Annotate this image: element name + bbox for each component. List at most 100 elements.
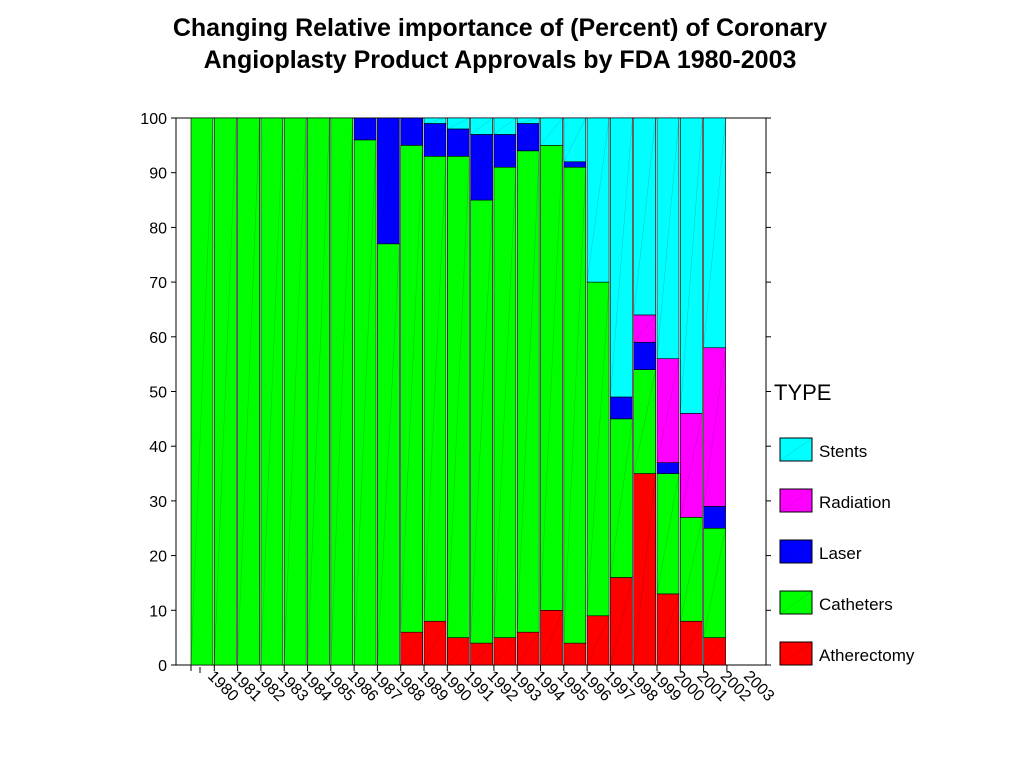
bar-hatch: [423, 621, 447, 666]
bar-segment-catheters-1980: [190, 117, 214, 666]
bar-hatch: [703, 637, 726, 666]
bar-hatch: [680, 517, 703, 622]
bar-segment-stents-1995: [540, 117, 563, 146]
bar-hatch: [633, 314, 656, 343]
bar-hatch: [586, 282, 610, 616]
bar-hatch: [633, 342, 656, 370]
bar-hatch: [703, 528, 726, 638]
chart-title-line-1: Changing Relative importance of (Percent…: [172, 14, 828, 42]
legend-swatch-atherectomy: [779, 641, 813, 666]
bar-hatch: [610, 396, 633, 419]
bar-hatch: [680, 117, 703, 414]
bar-hatch: [656, 358, 680, 463]
bar-hatch: [680, 621, 703, 666]
legend-label-laser: Laser: [819, 544, 862, 563]
bar-segment-stents-1997: [586, 117, 610, 283]
bar-hatch: [610, 418, 633, 578]
chart-title: Changing Relative importance of (Percent…: [0, 12, 1000, 76]
bar-hatch: [703, 506, 726, 529]
y-tick-label: 70: [149, 275, 167, 292]
bar-hatch: [703, 117, 726, 348]
bar-hatch: [563, 161, 586, 168]
y-tick-label: 80: [149, 220, 167, 237]
bar-segment-catheters-1982: [237, 117, 260, 666]
bar-hatch: [633, 117, 656, 315]
bar-hatch: [493, 134, 517, 168]
bar-hatch: [237, 117, 260, 666]
bar-segment-catheters-1985: [307, 117, 330, 666]
bar-segment-catheters-1986: [330, 117, 354, 666]
bar-segment-laser-1987: [353, 117, 377, 141]
y-tick-label: 50: [149, 385, 167, 402]
bar-hatch: [493, 117, 516, 135]
bar-hatch: [330, 117, 353, 666]
bar-hatch: [447, 637, 470, 666]
bar-segment-catheters-1981: [214, 117, 237, 666]
bar-hatch: [563, 117, 586, 162]
bar-hatch: [260, 117, 284, 666]
bar-hatch: [540, 145, 563, 611]
bar-hatch: [214, 117, 237, 666]
bar-segment-laser-1989: [400, 117, 424, 146]
legend-swatch-radiation: [779, 488, 813, 513]
bar-hatch: [656, 593, 680, 666]
bar-segment-stents-1994: [516, 117, 540, 124]
legend-swatch-stents: [779, 437, 813, 462]
bar-hatch: [400, 632, 423, 666]
y-tick-label: 100: [140, 111, 167, 128]
legend-swatch-laser: [779, 539, 813, 564]
bar-hatch: [377, 117, 400, 244]
bar-hatch: [633, 473, 656, 666]
bar-hatch: [656, 462, 680, 474]
bar-hatch: [447, 117, 470, 130]
bar-segment-laser-1988: [377, 117, 400, 245]
y-tick-label: 10: [149, 603, 167, 620]
y-tick-label: 40: [149, 439, 167, 456]
bar-hatch: [400, 117, 423, 146]
bar-segment-stents-1998: [610, 117, 633, 398]
bar-hatch: [353, 139, 377, 666]
bar-hatch: [656, 117, 680, 359]
y-tick-label: 0: [158, 658, 167, 675]
bar-hatch: [190, 117, 214, 666]
y-tick-label: 30: [149, 494, 167, 511]
legend-swatch-hatch: [779, 539, 813, 564]
bar-segment-catheters-1984: [283, 117, 307, 666]
legend-label-radiation: Radiation: [819, 493, 891, 512]
chart-title-line-2: Angioplasty Product Approvals by FDA 198…: [203, 46, 797, 74]
bar-segment-stents-1990: [423, 117, 447, 124]
bar-hatch: [540, 610, 563, 666]
bar-segment-stents-2000: [656, 117, 680, 359]
bar-hatch: [517, 150, 540, 633]
legend-swatch-catheters: [779, 590, 813, 615]
bar-hatch: [610, 117, 633, 397]
bar-segment-stents-1999: [633, 117, 657, 316]
bar-hatch: [610, 577, 633, 666]
bar-hatch: [470, 643, 493, 666]
bar-segment-stents-1993: [493, 117, 517, 135]
bar-hatch: [470, 200, 493, 644]
bar-hatch: [633, 369, 656, 474]
bar-hatch: [423, 123, 447, 157]
legend-swatch-hatch: [779, 641, 813, 666]
bar-hatch: [540, 117, 563, 146]
y-tick-label: 60: [149, 330, 167, 347]
legend-swatch-hatch: [779, 590, 813, 615]
bar-hatch: [586, 117, 610, 283]
legend-label-stents: Stents: [819, 442, 867, 461]
bar-segment-catheters-1983: [260, 117, 284, 666]
bar-hatch: [423, 117, 447, 124]
bar-hatch: [517, 632, 540, 666]
bar-hatch: [493, 637, 517, 666]
bar-segment-stents-2001: [679, 117, 703, 414]
bar-hatch: [377, 243, 400, 666]
bar-hatch: [563, 167, 586, 644]
bar-segment-stents-1992: [470, 117, 493, 135]
bar-hatch: [470, 134, 493, 201]
legend-swatch-hatch: [779, 437, 813, 462]
bar-segment-stents-1991: [446, 117, 470, 130]
bar-hatch: [703, 347, 726, 507]
bar-hatch: [447, 156, 470, 638]
bar-hatch: [307, 117, 330, 666]
